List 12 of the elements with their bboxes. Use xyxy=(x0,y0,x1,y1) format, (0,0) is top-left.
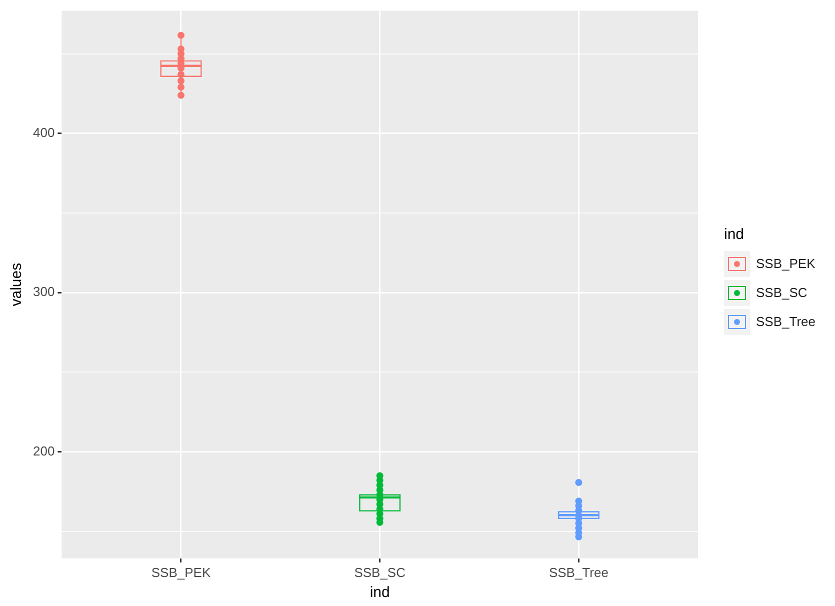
y-tick-label: 400 xyxy=(32,124,55,140)
x-tick-label: SSB_Tree xyxy=(548,564,608,580)
legend-title: ind xyxy=(724,226,746,243)
x-axis-title: ind xyxy=(370,584,390,602)
x-tick-label: SSB_SC xyxy=(354,564,406,580)
y-tick-label: 300 xyxy=(32,284,55,300)
legend-label: SSB_PEK xyxy=(756,256,816,271)
y-axis-title: values xyxy=(8,262,26,306)
legend-label: SSB_SC xyxy=(756,285,808,300)
y-tick-label: 200 xyxy=(32,443,55,458)
legend-label: SSB_Tree xyxy=(756,314,816,329)
x-tick-label: SSB_PEK xyxy=(151,564,211,580)
